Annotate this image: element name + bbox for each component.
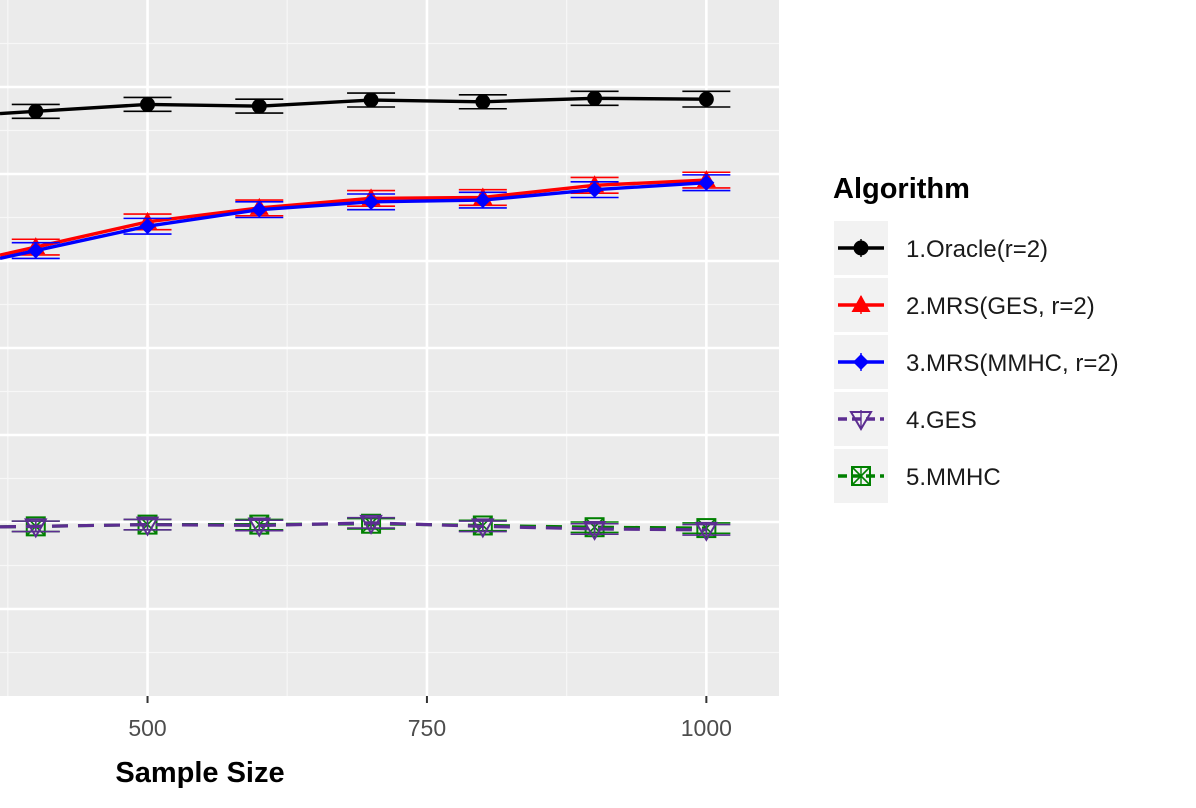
series-1-point <box>475 94 491 110</box>
legend-label-2: 2.MRS(GES, r=2) <box>906 293 1095 320</box>
x-axis-ticks: 500 750 1000 <box>128 696 732 741</box>
series-3-point <box>698 174 715 191</box>
series-3-point <box>474 192 491 209</box>
series-4-point <box>471 518 495 539</box>
series-4-point <box>135 516 160 537</box>
series-3-point <box>251 201 268 218</box>
series-4-errorbar <box>682 523 731 536</box>
series-1-point <box>587 90 603 106</box>
series-4-point <box>694 521 719 542</box>
series-3 <box>0 174 731 261</box>
legend-item-4: 4.GES <box>834 392 977 446</box>
series-4-errorbar <box>235 519 284 532</box>
legend-key-marker <box>853 354 869 370</box>
x-tick-label: 1000 <box>681 715 732 741</box>
series-4-point <box>359 514 383 535</box>
series-3-point <box>27 242 44 259</box>
legend-item-5: 5.MMHC <box>834 449 1001 503</box>
legend-title: Algorithm <box>833 173 970 205</box>
series-4-errorbar <box>570 522 619 535</box>
legend: Algorithm 1.Oracle(r=2) 2.MRS(GES, r=2) 3.… <box>833 173 1119 503</box>
series-4-errorbar <box>123 518 172 531</box>
legend-label-4: 4.GES <box>906 407 977 434</box>
x-axis-title: Sample Size <box>115 757 284 789</box>
series-4-errorbar <box>458 520 507 533</box>
series-4-line <box>0 521 707 532</box>
series-3-point <box>363 193 380 210</box>
series-4-point <box>582 520 607 541</box>
series-1 <box>0 90 731 120</box>
series-1-point <box>698 91 714 107</box>
series-1-point <box>363 92 379 108</box>
series-3-point <box>586 181 603 198</box>
series-1-point <box>251 98 267 114</box>
legend-label-5: 5.MMHC <box>906 464 1001 491</box>
series-1-point <box>140 96 156 112</box>
series-1-point <box>28 103 44 119</box>
x-tick-label: 750 <box>408 715 446 741</box>
x-tick-label: 500 <box>128 715 166 741</box>
series-3-line <box>0 181 707 261</box>
series-layer <box>0 90 731 542</box>
legend-key-marker <box>849 411 873 431</box>
series-4-point <box>24 518 48 539</box>
series-4-point <box>247 517 272 538</box>
series-4-errorbar <box>347 516 396 529</box>
legend-item-2: 2.MRS(GES, r=2) <box>834 278 1095 332</box>
series-4 <box>0 514 731 542</box>
legend-label-1: 1.Oracle(r=2) <box>906 236 1048 263</box>
legend-label-3: 3.MRS(MMHC, r=2) <box>906 350 1119 377</box>
series-1-line <box>0 96 707 116</box>
grid-major <box>0 0 779 696</box>
series-3-point <box>139 218 156 235</box>
legend-key-marker <box>853 240 869 256</box>
series-4-errorbar <box>11 520 60 533</box>
legend-key-marker <box>851 466 871 486</box>
legend-key-marker <box>851 295 871 312</box>
legend-item-3: 3.MRS(MMHC, r=2) <box>834 335 1119 389</box>
legend-item-1: 1.Oracle(r=2) <box>834 221 1048 275</box>
